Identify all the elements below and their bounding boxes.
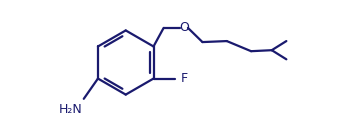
Text: O: O (179, 21, 189, 34)
Text: H₂N: H₂N (58, 103, 82, 116)
Text: F: F (181, 72, 188, 85)
